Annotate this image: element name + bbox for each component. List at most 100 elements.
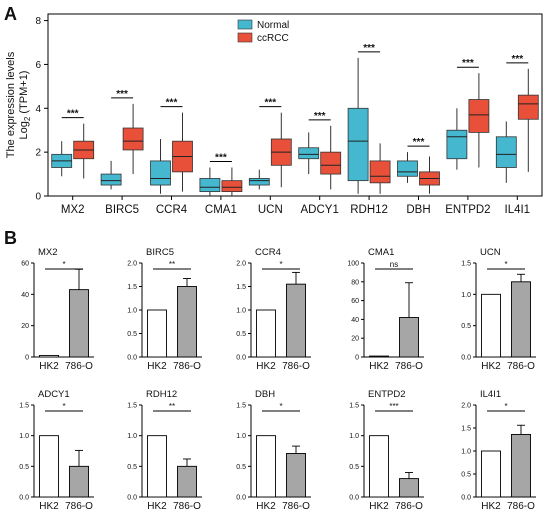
y-tick-label: 0.0 (349, 495, 359, 502)
y-tick-label: 4 (35, 104, 41, 115)
significance-marker: *** (215, 152, 227, 163)
legend-swatch (237, 19, 253, 30)
x-tick-label: MX2 (61, 204, 85, 216)
legend-label: Normal (257, 20, 289, 31)
x-tick-label: UCN (258, 204, 283, 216)
y-tick-label: 1.0 (461, 292, 471, 299)
y-tick-label: 1.0 (236, 308, 246, 315)
subplot-title: ENTPD2 (368, 389, 405, 400)
box-ccrcc (320, 151, 342, 175)
bar-hk2 (256, 309, 276, 358)
barplot-panel: MX2 0 20 40 60 HK2 786-O * BIRC5 0.0 0.5 1.0 1.5 2.0 H… (19, 247, 536, 512)
y-tick-label: 1.0 (19, 433, 29, 440)
legend-label: ccRCC (257, 33, 289, 44)
subplot-dbh: DBH 0.0 0.5 1.0 1.5 HK2 786-O * (236, 389, 311, 512)
box-ccrcc (517, 94, 539, 120)
y-tick-label: 8 (35, 16, 41, 27)
panel-b-label: B (4, 228, 17, 248)
bar-786o (286, 453, 306, 498)
x-tick-label: 786-O (507, 361, 535, 372)
y-tick-label: 1.0 (236, 433, 246, 440)
y-tick-label: 60 (21, 261, 29, 268)
subplot-title: CMA1 (368, 247, 394, 258)
bar-786o (177, 286, 197, 358)
y-tick-label: 20 (21, 323, 29, 330)
subplot-title: ADCY1 (38, 389, 70, 400)
significance-marker: * (504, 260, 507, 269)
y-tick-label: 0.0 (236, 355, 246, 362)
bar-hk2 (481, 450, 501, 498)
y-tick-label: 0.0 (461, 495, 471, 502)
x-tick-label: 786-O (395, 361, 423, 372)
bar-hk2 (147, 309, 167, 358)
box-normal (397, 160, 418, 177)
subplot-ucn: UCN 0.0 0.5 1.0 1.5 HK2 786-O * (461, 247, 536, 372)
x-tick-label: HK2 (256, 501, 276, 512)
x-tick-label: HK2 (369, 501, 389, 512)
bar-786o (286, 283, 306, 358)
box-ccrcc (221, 180, 243, 193)
box-normal (298, 147, 320, 160)
y-tick-label: 0.0 (127, 495, 137, 502)
y-tick-label: 0 (25, 355, 29, 362)
y-tick-label: 1.0 (127, 308, 137, 315)
box-normal (150, 160, 171, 186)
subplot-title: CCR4 (255, 247, 281, 258)
x-tick-label: BIRC5 (105, 204, 139, 216)
significance-marker: * (62, 260, 65, 269)
subplot-ccr4: CCR4 0.0 0.5 1.0 1.5 2.0 HK2 786-O * (236, 247, 311, 372)
x-tick-label: RDH12 (350, 204, 388, 216)
y-tick-label: 2.0 (236, 261, 246, 268)
subplot-title: UCN (480, 247, 501, 258)
subplot-mx2: MX2 0 20 40 60 HK2 786-O * (21, 247, 94, 372)
bar-786o (399, 478, 419, 498)
significance-marker: *** (413, 137, 425, 148)
boxplot-frame (47, 13, 543, 197)
bar-786o (177, 465, 197, 498)
significance-marker: *** (166, 98, 178, 109)
subplot-title: RDH12 (146, 389, 177, 400)
bar-hk2 (481, 293, 501, 358)
y-tick-label: 0.0 (127, 355, 137, 362)
y-tick-label: 1.0 (461, 449, 471, 456)
y-tick-label: 40 (351, 317, 359, 324)
y-tick-label: 80 (351, 279, 359, 286)
y-tick-label: 1.0 (349, 433, 359, 440)
y-tick-label: 1.5 (461, 261, 471, 268)
bar-786o (69, 465, 89, 498)
subplot-rdh12: RDH12 0.0 0.5 1.0 1.5 HK2 786-O ** (127, 389, 202, 512)
y-tick-label: 0.5 (349, 464, 359, 471)
y-tick-label: 1.0 (127, 433, 137, 440)
x-tick-label: HK2 (481, 501, 501, 512)
bar-786o (399, 317, 419, 358)
subplot-cma1: CMA1 0 20 40 60 80 100 HK2 786-O ns (347, 247, 424, 372)
x-tick-label: 786-O (507, 501, 535, 512)
significance-marker: * (279, 260, 282, 269)
legend-swatch (237, 32, 253, 43)
significance-marker: *** (462, 58, 474, 69)
bar-hk2 (256, 435, 276, 498)
x-tick-label: 786-O (65, 501, 93, 512)
significance-marker: *** (67, 109, 79, 120)
x-tick-label: ADCY1 (301, 204, 339, 216)
x-tick-label: 786-O (395, 501, 423, 512)
x-tick-label: IL4I1 (505, 204, 531, 216)
x-tick-label: 786-O (282, 501, 310, 512)
y-tick-label: 2.0 (127, 261, 137, 268)
x-tick-label: HK2 (147, 361, 167, 372)
y-tick-label: 0.5 (19, 464, 29, 471)
subplot-il4i1: IL4I1 0.0 0.5 1.0 1.5 2.0 HK2 786-O * (461, 389, 536, 512)
y-tick-label: 20 (351, 336, 359, 343)
subplot-title: MX2 (38, 247, 58, 258)
x-tick-label: HK2 (369, 361, 389, 372)
x-tick-label: 786-O (173, 501, 201, 512)
bar-hk2 (369, 435, 389, 498)
significance-marker: *** (264, 98, 276, 109)
box-normal (347, 107, 369, 182)
significance-marker: ** (169, 260, 175, 269)
x-tick-label: 786-O (65, 361, 93, 372)
x-tick-label: CCR4 (156, 204, 188, 216)
bar-hk2 (39, 435, 59, 498)
boxplot-panel: 0 2 4 6 8 The expression levels Log2 (TPM+1) MX… (5, 13, 543, 216)
y-tick-label: 60 (351, 298, 359, 305)
